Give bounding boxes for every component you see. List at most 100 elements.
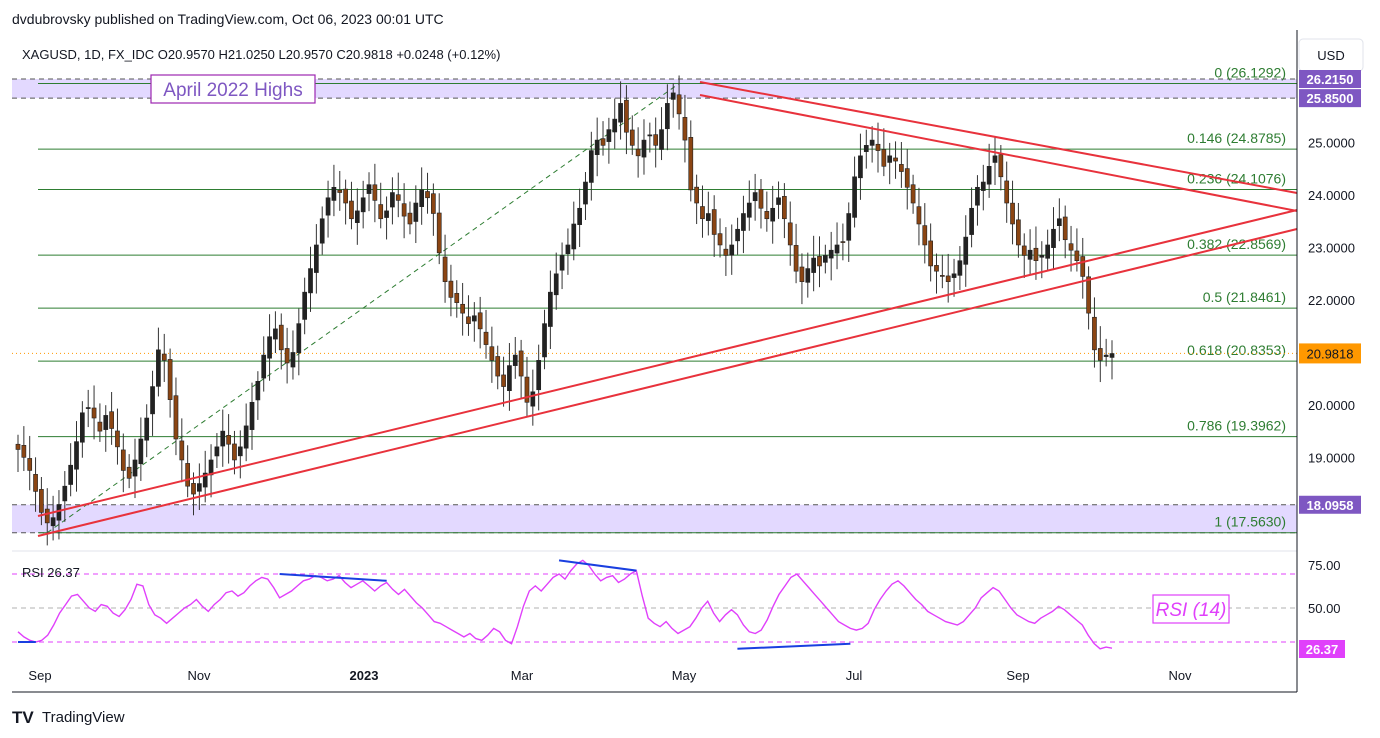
candle (752, 173, 758, 221)
candle-body (489, 346, 495, 361)
candle (887, 142, 893, 185)
candle (875, 122, 881, 173)
fib-label: 0.786 (19.3962) (1187, 418, 1286, 434)
currency-label: USD (1317, 48, 1344, 63)
candle-body (460, 303, 465, 314)
candle-body (512, 354, 518, 366)
tradingview-logo[interactable]: TV TradingView (12, 708, 125, 727)
candle-body (659, 129, 664, 150)
candle (653, 117, 659, 168)
candle (934, 253, 939, 294)
candle-body (682, 117, 688, 141)
candle-body (56, 504, 62, 521)
candle (273, 311, 278, 354)
candle (969, 187, 974, 248)
candle (805, 252, 811, 298)
candle (1010, 180, 1015, 245)
candle (1074, 228, 1080, 272)
candle-body (413, 202, 419, 222)
candle (723, 227, 729, 276)
candle-body (1109, 353, 1115, 358)
candle-body (700, 206, 705, 220)
candle-body (442, 256, 448, 282)
candle (68, 443, 73, 497)
publisher-line: dvdubrovsky published on TradingView.com… (12, 11, 444, 27)
candle-body (957, 260, 963, 276)
candle-body (249, 401, 255, 430)
candle (694, 174, 699, 225)
candle (454, 280, 460, 318)
divergence-line (558, 559, 637, 572)
candle-body (454, 293, 460, 303)
candle-body (167, 359, 173, 400)
candle-body (752, 192, 758, 202)
candle (349, 181, 354, 230)
zone-price-bg (1299, 89, 1361, 108)
candle (548, 270, 553, 349)
candle (553, 252, 559, 310)
candle-body (1097, 348, 1103, 361)
candle-body (120, 449, 126, 471)
candle-body (536, 360, 542, 391)
candle-body (934, 265, 939, 272)
candle (606, 117, 612, 164)
candle-body (1074, 250, 1080, 261)
candle-body (741, 213, 746, 231)
candle-body (431, 193, 436, 214)
candle (676, 75, 682, 130)
candle (425, 172, 430, 214)
candle-body (284, 348, 290, 364)
time-tick-label: 2023 (350, 668, 379, 683)
zone-price-bg (1299, 70, 1361, 88)
candle (460, 282, 465, 336)
candle-body (267, 336, 272, 359)
candle-body (951, 273, 957, 278)
candle-body (799, 266, 805, 282)
candle-body (863, 145, 869, 152)
candle (951, 258, 957, 297)
candle (390, 177, 395, 225)
april-highs-annotation: April 2022 Highs (150, 74, 316, 104)
candle (91, 385, 97, 440)
fib-label: 0.146 (24.8785) (1187, 130, 1286, 146)
candle-body (647, 134, 653, 137)
candle-body (395, 194, 401, 201)
candle (1080, 237, 1086, 299)
candle (109, 392, 114, 445)
candle-body (173, 395, 179, 440)
candle-body (822, 255, 828, 263)
candle (27, 435, 33, 491)
candle-body (331, 186, 337, 201)
zone-price-label: 25.8500 (1299, 89, 1361, 108)
candle-body (922, 225, 928, 246)
candle-body (1039, 255, 1045, 258)
candle-body (553, 273, 559, 296)
candle-body (887, 155, 893, 163)
candle (378, 182, 384, 229)
zone-price-bg (1299, 495, 1361, 514)
time-tick-label: Sep (1006, 668, 1029, 683)
candle-body (21, 445, 27, 458)
currency-button[interactable]: USD (1298, 38, 1364, 72)
candle (852, 156, 857, 228)
candle-body (290, 352, 296, 368)
candle (150, 370, 155, 436)
candle (904, 149, 910, 210)
candle-body (33, 474, 38, 492)
candle (787, 201, 793, 266)
rsi-last-text: 26.37 (1306, 642, 1339, 657)
candle (530, 369, 536, 426)
candle (1033, 226, 1039, 280)
candle-body (793, 245, 799, 272)
candle (688, 120, 694, 202)
candle-body (68, 464, 73, 485)
price-tick-label: 25.0000 (1308, 136, 1355, 151)
candle-body (366, 184, 372, 194)
candle-body (565, 244, 571, 255)
time-tick-label: Jul (846, 668, 863, 683)
candle-body (278, 324, 284, 351)
candle-body (495, 356, 501, 377)
candle (536, 344, 542, 411)
candle-body (1010, 202, 1015, 225)
